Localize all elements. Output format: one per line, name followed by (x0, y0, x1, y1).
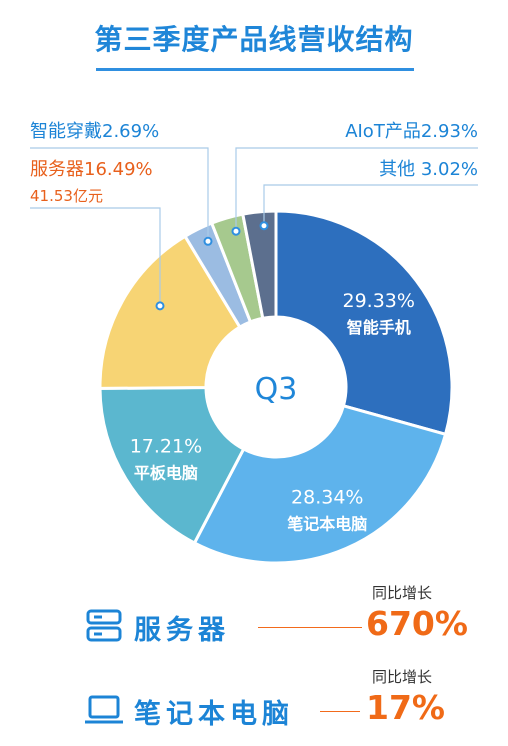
center-label: Q3 (255, 372, 298, 407)
donut-chart: Q3 29.33% 智能手机 28.34% 笔记本电脑 17.21% 平板电脑 服务器16.4… (30, 121, 478, 565)
footer-laptop-growth: 17% (366, 688, 445, 727)
donut-slice-6 (241, 209, 278, 321)
slice-value-label: 17.21% (130, 435, 202, 457)
footer-row-laptop: 笔记本电脑 同比增长 17% (0, 668, 508, 734)
leader-dot (203, 236, 213, 246)
leader-dot (155, 301, 165, 311)
outside-slice-label: AIoT产品2.93% (345, 121, 478, 142)
footer-laptop-connector (320, 711, 360, 712)
title-underline (96, 68, 414, 71)
leader-dot (259, 221, 269, 231)
outside-slice-sublabel: 41.53亿元 (30, 187, 103, 205)
laptop-icon (85, 695, 123, 724)
slice-value-label: 28.34% (291, 486, 363, 508)
chart-title: 第三季度产品线营收结构 (94, 23, 414, 56)
slice-value-label: 29.33% (343, 290, 415, 312)
footer-row-server: 服务器 同比增长 670% (0, 584, 508, 650)
leader-dot (231, 226, 241, 236)
leader-line (30, 147, 209, 240)
outside-slice-label: 智能穿戴2.69% (30, 121, 159, 142)
slice-name-label: 智能手机 (347, 318, 411, 337)
footer-server-caption: 同比增长 (372, 584, 433, 602)
outside-slice-label: 服务器16.49% (30, 159, 153, 180)
footer-laptop-label: 笔记本电脑 (134, 699, 294, 730)
leader-line (30, 207, 161, 304)
donut-slice-2 (98, 386, 246, 546)
slice-name-label: 笔记本电脑 (287, 514, 367, 533)
outside-slice-label: 其他 3.02% (379, 159, 478, 180)
footer-laptop-caption: 同比增长 (372, 668, 433, 686)
server-icon (86, 609, 122, 642)
donut-slice-3 (98, 234, 242, 390)
leader-line (263, 184, 478, 224)
donut-slice-0 (274, 209, 454, 437)
leader-line (235, 147, 478, 230)
slice-name-label: 平板电脑 (134, 463, 198, 482)
footer-server-growth: 670% (366, 604, 468, 643)
footer-server-connector (258, 627, 362, 628)
footer-server-label: 服务器 (134, 615, 230, 646)
donut-slice-1 (192, 403, 448, 565)
